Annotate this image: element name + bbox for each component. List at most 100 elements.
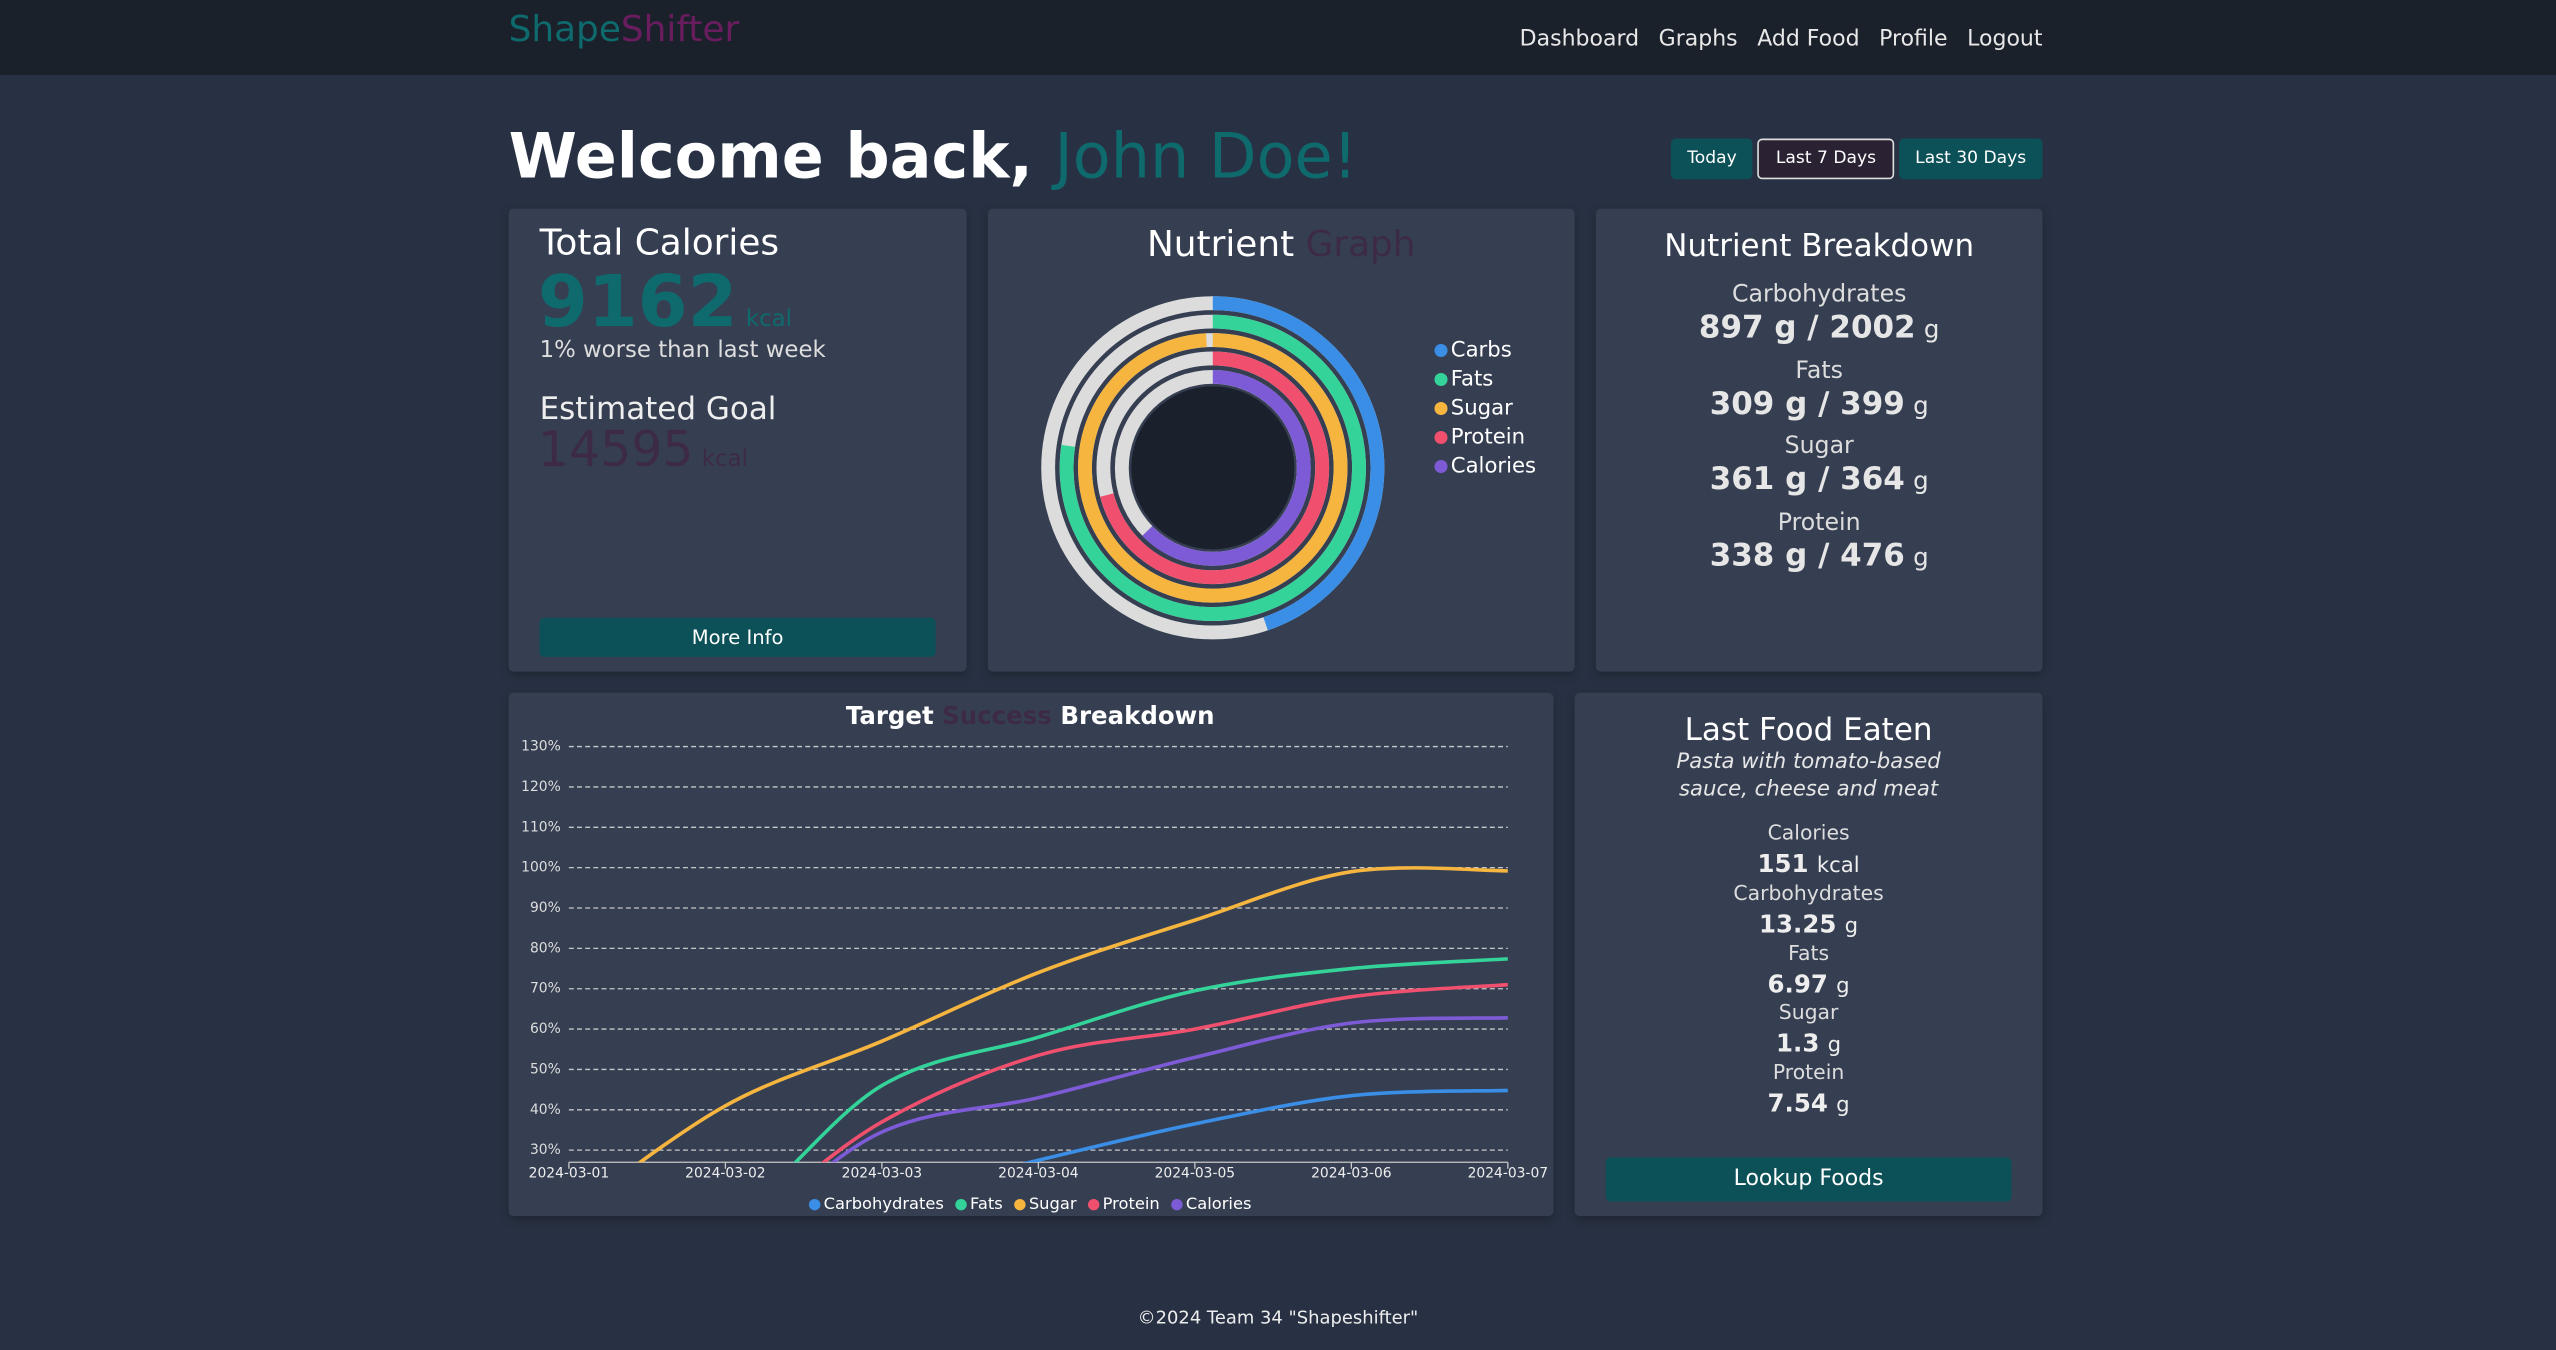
- welcome: Welcome back, John Doe!: [509, 121, 1358, 193]
- y-tick-label: 120%: [521, 779, 561, 795]
- x-tick-label: 2024-03-07: [1468, 1166, 1548, 1182]
- nav-link[interactable]: Dashboard: [1519, 26, 1640, 53]
- legend-label: Protein: [1103, 1194, 1160, 1213]
- food-nutrient-name: Sugar: [1778, 999, 1839, 1025]
- x-tick-label: 2024-03-03: [842, 1166, 922, 1182]
- x-tick-label: 2024-03-05: [1155, 1166, 1235, 1182]
- title-part: Success: [942, 701, 1052, 730]
- ring-arc: [1059, 314, 1366, 621]
- greeting: Welcome back,: [508, 120, 1033, 193]
- value: 9162: [537, 260, 738, 344]
- value: 6.97: [1767, 969, 1828, 999]
- x-tick-label: 2024-03-02: [685, 1166, 765, 1182]
- ring-arc: [1212, 296, 1385, 631]
- chart-title: Target Success Breakdown: [846, 701, 1215, 730]
- legend-label: Fats: [970, 1194, 1003, 1213]
- nav-link[interactable]: Add Food: [1757, 26, 1860, 53]
- nutrient-name: Fats: [1795, 358, 1843, 385]
- series-line: [637, 866, 1508, 1163]
- legend-dot: [1434, 430, 1448, 445]
- unit: kcal: [701, 446, 748, 473]
- calories-card: Total Calories 9162 kcal 1% worse than l…: [508, 208, 967, 672]
- legend-dot: [1171, 1198, 1183, 1211]
- nutrient-name: Sugar: [1784, 434, 1854, 461]
- nav-links: Dashboard Graphs Add Food Profile Logout: [1520, 26, 2043, 52]
- y-tick-label: 80%: [530, 940, 561, 956]
- amount: 338 g / 476: [1709, 538, 1905, 574]
- lookup-button[interactable]: Lookup Foods: [1605, 1157, 2012, 1202]
- footer: ©2024 Team 34 "Shapeshifter": [1137, 1307, 1419, 1329]
- legend-label: Sugar: [1029, 1194, 1077, 1213]
- radial-chart: Nutrient Graph Carbs Fats Sugar Protein Calo…: [1041, 224, 1536, 640]
- y-tick-label: 90%: [530, 900, 561, 916]
- line-chart-card: Target Success Breakdown 30% 40% 50% 60% 70%…: [508, 692, 1554, 1217]
- more-info-button[interactable]: More Info: [539, 617, 936, 657]
- user-name: John Doe!: [1054, 120, 1358, 193]
- x-tick-label: 2024-03-04: [998, 1166, 1079, 1182]
- range-button[interactable]: Last 30 Days: [1898, 138, 2043, 180]
- legend-dot: [1014, 1198, 1026, 1211]
- food-nutrient-value: 151 kcal: [1575, 848, 2043, 879]
- line-chart: Target Success Breakdown 30% 40% 50% 60% 70%…: [521, 701, 1548, 1213]
- legend-dot: [1434, 372, 1448, 387]
- unit: kcal: [1816, 854, 1860, 879]
- brand[interactable]: ShapeShifter: [509, 10, 740, 51]
- brand-part: Shifter: [620, 9, 740, 51]
- ring-arc: [1078, 333, 1348, 603]
- nutrient-name: Protein: [1777, 510, 1861, 537]
- y-tick-label: 50%: [530, 1061, 561, 1077]
- series-line: [1022, 1088, 1508, 1163]
- ring-arc: [1100, 351, 1330, 585]
- legend-label: Carbs: [1451, 336, 1512, 361]
- unit: kcal: [745, 306, 792, 333]
- unit: g: [1913, 466, 1929, 497]
- series-line: [793, 957, 1508, 1163]
- legend-label: Sugar: [1451, 395, 1513, 420]
- ring-center: [1131, 386, 1295, 550]
- y-tick-label: 130%: [521, 739, 561, 755]
- unit: g: [1844, 914, 1859, 939]
- range-button[interactable]: Today: [1670, 138, 1754, 180]
- value: 1.3: [1776, 1029, 1820, 1059]
- food-nutrient-value: 7.54 g: [1575, 1088, 2043, 1118]
- x-tick-label: 2024-03-06: [1311, 1166, 1391, 1182]
- series-line: [820, 982, 1508, 1163]
- card-title: Nutrient Breakdown: [1664, 228, 1975, 265]
- title-part: Breakdown: [1060, 701, 1214, 730]
- legend-dot: [955, 1198, 967, 1211]
- food-nutrient-name: Carbohydrates: [1733, 879, 1884, 905]
- legend-dot: [1087, 1198, 1100, 1211]
- food-name: Pasta with tomato-based sauce, cheese an…: [1676, 749, 1941, 803]
- food-nutrient-name: Calories: [1767, 819, 1850, 845]
- legend-label: Protein: [1451, 424, 1525, 449]
- y-tick-label: 60%: [530, 1021, 561, 1037]
- unit: g: [1913, 542, 1929, 573]
- unit: g: [1836, 974, 1850, 999]
- legend-label: Fats: [1451, 365, 1494, 390]
- food-nutrient-name: Protein: [1772, 1059, 1845, 1085]
- nav-link[interactable]: Logout: [1967, 26, 2043, 53]
- legend: Carbohydrates Fats Sugar Protein Calories: [808, 1194, 1252, 1213]
- food-nutrient-value: 13.25 g: [1575, 908, 2043, 939]
- legend-label: Calories: [1186, 1194, 1252, 1213]
- range-button[interactable]: Last 7 Days: [1757, 138, 1894, 180]
- legend-dot: [808, 1198, 821, 1211]
- unit: g: [1827, 1034, 1842, 1059]
- title-part: Nutrient: [1147, 224, 1294, 265]
- legend-dot: [1434, 460, 1448, 474]
- range-buttons: Today Last 7 Days Last 30 Days: [1670, 138, 2043, 180]
- y-tick-label: 30%: [530, 1142, 561, 1158]
- value: 14595: [537, 422, 694, 480]
- nav-link[interactable]: Graphs: [1658, 26, 1738, 53]
- y-tick-label: 40%: [530, 1102, 561, 1118]
- nutrient-graph-card: Nutrient Graph Carbs Fats Sugar Protein Calo…: [987, 208, 1575, 672]
- unit: g: [1923, 314, 1940, 344]
- food-nutrient-value: 6.97 g: [1575, 968, 2043, 999]
- food-nutrient-value: 1.3 g: [1575, 1028, 2043, 1059]
- nav-link[interactable]: Profile: [1879, 26, 1948, 53]
- legend-label: Carbohydrates: [824, 1194, 944, 1213]
- card-title: Total Calories: [539, 223, 780, 265]
- navbar: ShapeShifter Dashboard Graphs Add Food Prof…: [0, 0, 2556, 75]
- goal-title: Estimated Goal: [539, 391, 777, 428]
